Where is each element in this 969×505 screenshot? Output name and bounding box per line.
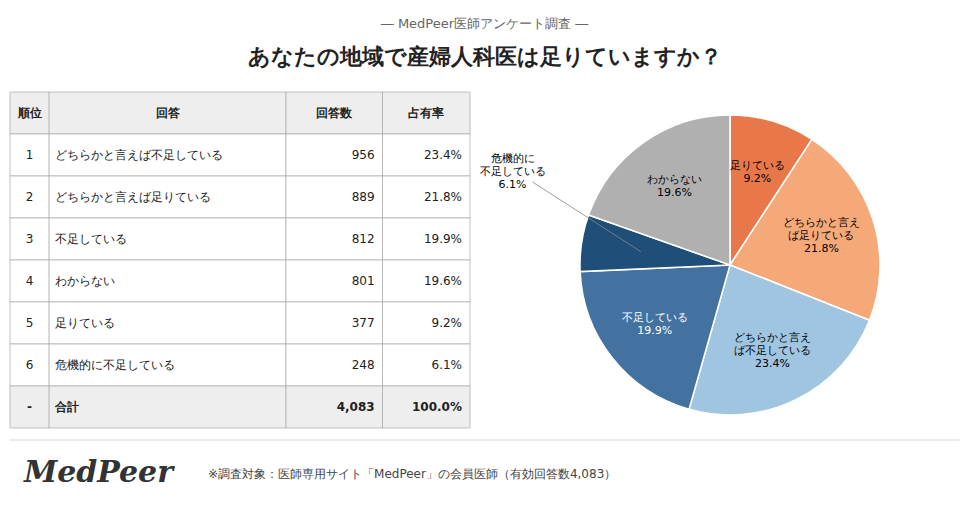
table-cell (49, 218, 286, 260)
slice-label-category: 危機的に (491, 152, 535, 165)
table-cell (286, 218, 383, 260)
table-text: 6 (26, 358, 34, 372)
table-text: 801 (352, 274, 375, 288)
table-text: 不足している (55, 232, 127, 246)
table-cell (49, 386, 286, 428)
slice-label-value: 23.4% (755, 357, 790, 370)
slice-label: どちらかと言えば足りている21.8% (783, 216, 860, 255)
table-cell (286, 344, 383, 386)
slice-label: 危機的に不足している6.1% (480, 152, 546, 191)
title: あなたの地域で産婦人科医は足りていますか？ (248, 44, 722, 69)
slice-label-category: 不足している (480, 165, 546, 178)
table-cell (286, 92, 383, 134)
table-text: 9.2% (432, 316, 463, 330)
table-cell (10, 176, 49, 218)
slice-label: どちらかと言えば不足している23.4% (734, 331, 811, 370)
slice-label-value: 9.2% (743, 172, 771, 185)
table-cell (10, 92, 49, 134)
table-cell (383, 302, 470, 344)
table-cell (383, 344, 470, 386)
table-cell (49, 92, 286, 134)
slice-label-category: 不足している (622, 311, 688, 324)
table-text: 回答数 (316, 106, 353, 120)
table-cell (10, 260, 49, 302)
table-text: 回答 (156, 106, 181, 120)
table-cell (286, 302, 383, 344)
table-cell (286, 176, 383, 218)
table-cell (286, 134, 383, 176)
table-text: 1 (26, 148, 34, 162)
table-cell (383, 386, 470, 428)
slice-label-value: 19.9% (637, 324, 672, 337)
slice-label: 足りている9.2% (730, 159, 785, 185)
table-cell (49, 134, 286, 176)
table-cell (383, 92, 470, 134)
table-text: 19.9% (424, 232, 462, 246)
table-cell (49, 176, 286, 218)
subtitle: ― MedPeer医師アンケート調査 ― (381, 16, 588, 31)
table-cell (10, 302, 49, 344)
table-text: 足りている (55, 316, 115, 330)
pie-slice (589, 115, 730, 265)
table-text: 956 (352, 148, 375, 162)
slice-label-category: どちらかと言え (734, 331, 811, 344)
footer-logo: MedPeer (23, 454, 175, 489)
table-text: 4,083 (337, 400, 375, 414)
table-text: 危機的に不足している (55, 358, 175, 372)
table-cell (383, 176, 470, 218)
table-text: 順位 (17, 106, 42, 120)
table-text: 4 (26, 274, 34, 288)
table-text: わからない (55, 274, 115, 288)
leader-line (533, 182, 641, 252)
table-text: - (27, 400, 32, 414)
slice-label-category: 足りている (730, 159, 785, 172)
pie: 足りている9.2%どちらかと言えば足りている21.8%どちらかと言えば不足してい… (480, 115, 880, 415)
table-cell (49, 302, 286, 344)
slice-label-value: 6.1% (499, 178, 527, 191)
chart-root: ― MedPeer医師アンケート調査 ― あなたの地域で産婦人科医は足りていますか… (0, 0, 969, 505)
table-text: どちらかと言えば足りている (55, 190, 211, 204)
table-cell (10, 344, 49, 386)
slice-label-value: 19.6% (657, 186, 692, 199)
table-cell (10, 134, 49, 176)
table-text: 5 (26, 316, 34, 330)
table-text: 21.8% (424, 190, 462, 204)
slice-label-value: 21.8% (804, 242, 839, 255)
slice-label: 不足している19.9% (622, 311, 688, 337)
slice-label-category: ば足りている (788, 229, 854, 242)
table-cell (49, 344, 286, 386)
table-cell (383, 218, 470, 260)
table-text: 19.6% (424, 274, 462, 288)
footer-rule (10, 440, 960, 441)
table-text: 6.1% (432, 358, 463, 372)
table-text: 100.0% (412, 400, 462, 414)
table-cell (286, 386, 383, 428)
table-cell (10, 218, 49, 260)
table-text: 合計 (54, 400, 79, 414)
table-cell (383, 134, 470, 176)
table-text: 889 (352, 190, 375, 204)
pie-slice (580, 265, 730, 409)
slice-label: わからない19.6% (647, 173, 702, 199)
table-text: 23.4% (424, 148, 462, 162)
table-text: 248 (352, 358, 375, 372)
table-text: 占有率 (408, 106, 444, 120)
table-cell (49, 260, 286, 302)
slice-label-category: わからない (647, 173, 702, 186)
table-cell (286, 260, 383, 302)
table: 順位 回答 回答数 占有率 1 どちらかと言えば不足している 956 23.4% 2 どちらかと言… (10, 92, 470, 428)
table-text: 3 (26, 232, 34, 246)
table-text: 812 (352, 232, 375, 246)
table-text: どちらかと言えば不足している (55, 148, 223, 162)
table-cell (383, 260, 470, 302)
table-text: 377 (352, 316, 375, 330)
table-cell (10, 386, 49, 428)
table-text: 2 (26, 190, 34, 204)
slice-label-category: どちらかと言え (783, 216, 860, 229)
slice-label-category: ば不足している (734, 344, 811, 357)
footer-note: ※調査対象：医師専用サイト「MedPeer」の会員医師（有効回答数4,083） (208, 467, 616, 481)
